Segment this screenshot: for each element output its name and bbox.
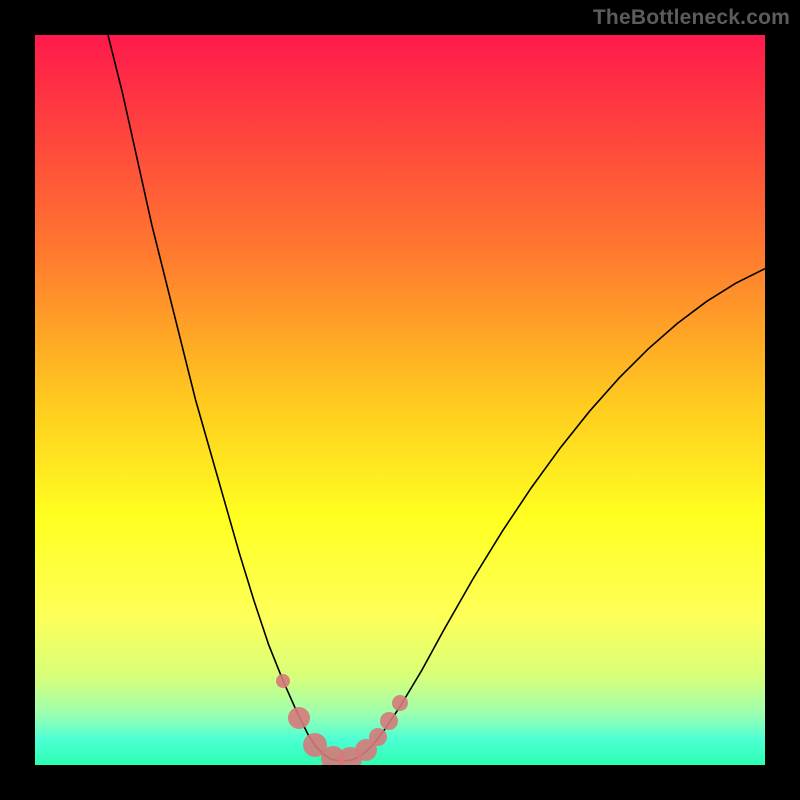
markers-layer (35, 35, 765, 765)
data-marker (392, 695, 408, 711)
chart-frame: TheBottleneck.com (0, 0, 800, 800)
data-marker (369, 728, 387, 746)
data-marker (276, 674, 290, 688)
data-marker (288, 707, 310, 729)
plot-area (35, 35, 765, 765)
data-marker (380, 712, 398, 730)
watermark-text: TheBottleneck.com (593, 6, 790, 30)
